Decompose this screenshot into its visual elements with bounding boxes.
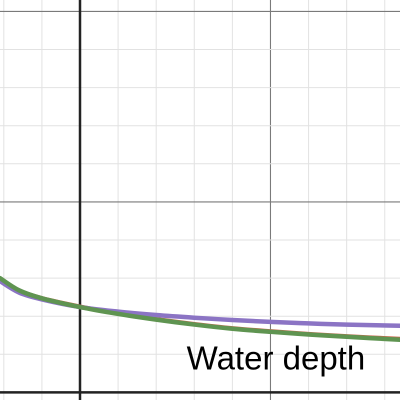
series-lines [0, 275, 400, 343]
annotation-water-depth: Water depth [187, 340, 366, 377]
series-line-3 [0, 275, 400, 343]
series-line-1 [0, 276, 400, 342]
